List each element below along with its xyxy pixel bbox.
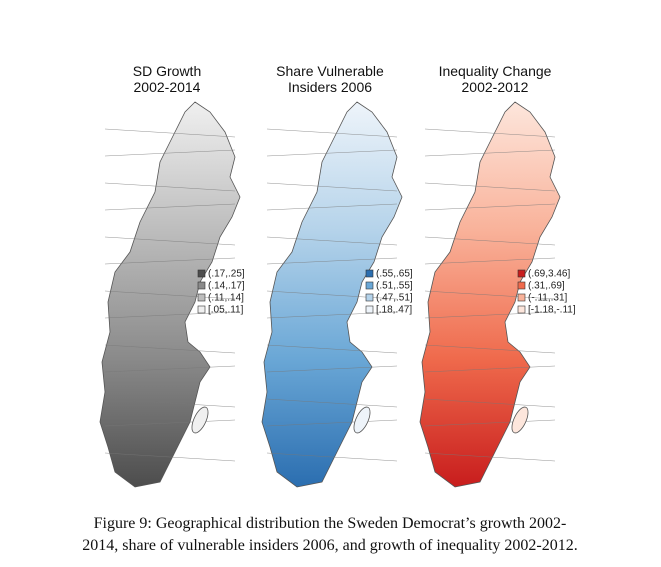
region-border <box>424 128 556 138</box>
region-border <box>104 398 236 408</box>
legend-swatch <box>517 281 526 290</box>
legend-swatch <box>517 269 526 278</box>
legend-swatch <box>197 305 206 314</box>
legend-swatch <box>197 269 206 278</box>
legend-swatch <box>197 293 206 302</box>
region-border <box>266 452 398 462</box>
region-border <box>424 311 556 319</box>
region-border <box>424 344 556 354</box>
legend-label: (.51,.55] <box>376 281 413 292</box>
legend-swatch <box>365 281 374 290</box>
region-border <box>104 257 236 265</box>
map <box>99 101 241 488</box>
region-border <box>266 128 398 138</box>
legend-label: (.14,.17] <box>208 281 245 292</box>
map <box>419 101 561 488</box>
region-border <box>104 290 236 300</box>
region-border <box>424 236 556 246</box>
legend-swatch <box>197 281 206 290</box>
legend-swatch <box>365 293 374 302</box>
legend-label: (-.11,.31] <box>528 293 567 304</box>
region-border <box>266 344 398 354</box>
region-border <box>266 290 398 300</box>
region-border <box>424 290 556 300</box>
panel-title: Insiders 2006 <box>288 79 372 95</box>
country-shape <box>419 101 561 488</box>
region-border <box>424 419 556 427</box>
region-border <box>424 365 556 373</box>
island <box>511 406 529 434</box>
island <box>191 406 209 434</box>
legend-label: [.05,.11] <box>208 305 244 316</box>
panel-title: Share Vulnerable <box>276 63 384 79</box>
region-border <box>424 149 556 157</box>
region-border <box>424 182 556 192</box>
legend-swatch <box>365 269 374 278</box>
legend-swatch <box>517 293 526 302</box>
region-border <box>266 182 398 192</box>
region-border <box>104 452 236 462</box>
region-border <box>104 128 236 138</box>
country-shape <box>99 101 241 488</box>
panel-title: 2002-2012 <box>462 79 529 95</box>
map <box>261 101 403 488</box>
legend-label: [-1.18,-.11] <box>528 305 576 316</box>
region-border <box>266 398 398 408</box>
region-border <box>424 398 556 408</box>
region-border <box>104 311 236 319</box>
panel-title: Inequality Change <box>439 63 552 79</box>
region-border <box>266 149 398 157</box>
region-border <box>266 257 398 265</box>
region-border <box>424 452 556 462</box>
caption-line: Figure 9: Geographical distribution the … <box>94 515 567 532</box>
legend-label: (.17,.25] <box>208 269 245 280</box>
region-border <box>266 203 398 211</box>
legend-label: [.18,.47] <box>376 305 412 316</box>
region-border <box>104 149 236 157</box>
legend-label: (.31,.69] <box>528 281 565 292</box>
country-shape <box>261 101 403 488</box>
legend-label: (.69,3.46] <box>528 269 570 280</box>
island <box>353 406 371 434</box>
region-border <box>104 344 236 354</box>
caption-line: 2014, share of vulnerable insiders 2006,… <box>82 537 577 554</box>
legend-label: (.11,.14] <box>208 293 244 304</box>
region-border <box>104 365 236 373</box>
region-border <box>104 203 236 211</box>
region-border <box>424 257 556 265</box>
region-border <box>424 203 556 211</box>
region-border <box>266 365 398 373</box>
region-border <box>104 182 236 192</box>
region-border <box>266 419 398 427</box>
legend-swatch <box>365 305 374 314</box>
region-border <box>266 311 398 319</box>
region-border <box>104 419 236 427</box>
panel-title: 2002-2014 <box>134 79 201 95</box>
region-border <box>266 236 398 246</box>
legend-label: (.55,.65] <box>376 269 413 280</box>
panel-title: SD Growth <box>133 63 201 79</box>
legend-label: (.47,.51] <box>376 293 413 304</box>
region-border <box>104 236 236 246</box>
legend-swatch <box>517 305 526 314</box>
